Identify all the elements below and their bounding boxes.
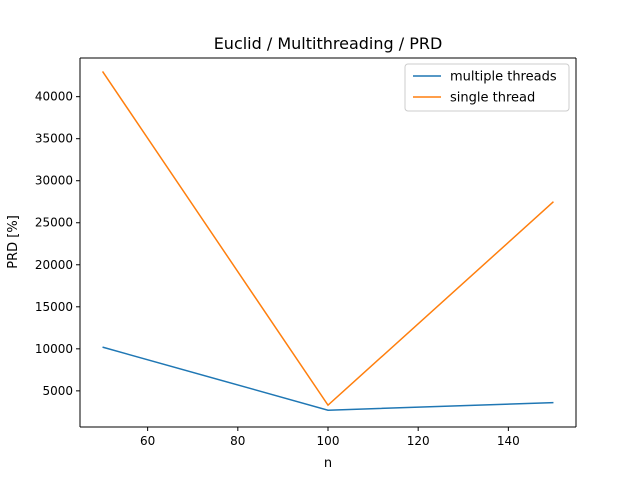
x-tick-label: 120 — [407, 434, 430, 448]
y-tick-label: 25000 — [35, 216, 73, 230]
x-tick-label: 140 — [497, 434, 520, 448]
chart-title: Euclid / Multithreading / PRD — [214, 34, 443, 53]
y-tick-label: 30000 — [35, 174, 73, 188]
y-tick-label: 10000 — [35, 342, 73, 356]
series-line-multiple-threads — [102, 346, 554, 411]
x-tick-label: 100 — [317, 434, 340, 448]
x-axis-label: n — [324, 456, 332, 471]
y-tick-label: 5000 — [42, 384, 73, 398]
x-tick-label: 80 — [230, 434, 245, 448]
x-axis-ticks: 60 80 100 120 140 — [140, 427, 520, 448]
plot-spines — [79, 57, 577, 428]
y-tick-label: 15000 — [35, 300, 73, 314]
x-tick-label: 60 — [140, 434, 155, 448]
y-axis-label: PRD [%] — [6, 215, 21, 269]
y-tick-label: 20000 — [35, 258, 73, 272]
plot-area: 60 80 100 120 140 5000 10000 15000 20000 25000 30… — [35, 57, 577, 448]
legend-label: multiple threads — [450, 70, 557, 85]
legend-label: single thread — [450, 91, 535, 106]
y-axis-ticks: 5000 10000 15000 20000 25000 30000 35000 40000 — [35, 90, 80, 398]
y-tick-label: 40000 — [35, 90, 73, 104]
y-tick-label: 35000 — [35, 132, 73, 146]
plot-frame — [80, 58, 576, 427]
series-line-single-thread — [101, 71, 554, 407]
series-lines — [101, 71, 554, 411]
legend-box — [404, 63, 570, 112]
legend: multiple threads single thread — [404, 63, 570, 112]
